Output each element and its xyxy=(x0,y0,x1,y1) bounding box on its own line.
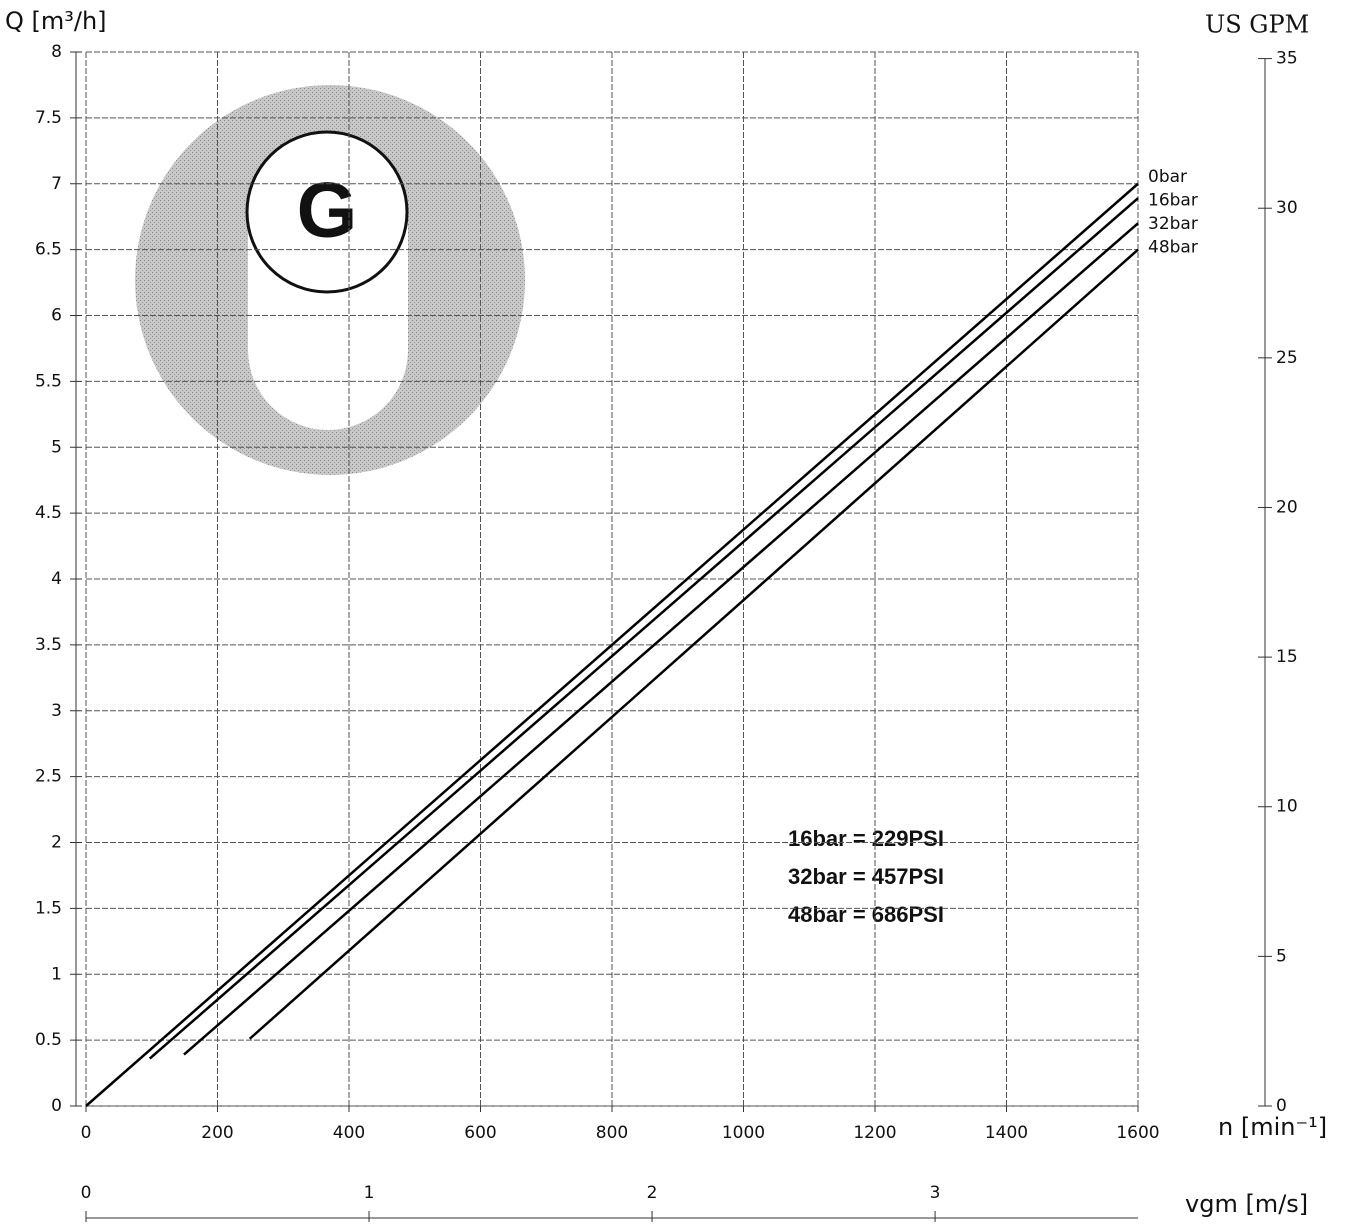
y2-tick-label: 30 xyxy=(1276,198,1298,218)
x-axis-title: n [min⁻¹] xyxy=(1218,1113,1327,1141)
x2-tick-label: 1 xyxy=(364,1183,375,1203)
logo-circle xyxy=(245,130,409,294)
y2-tick-label: 0 xyxy=(1276,1096,1287,1116)
x-tick-label: 1000 xyxy=(722,1123,765,1143)
y2-axis-title: US GPM xyxy=(1205,11,1309,39)
y-axis-title: Q [m³/h] xyxy=(5,7,107,35)
x2-tick-label: 3 xyxy=(930,1183,941,1203)
y2-tick-label: 15 xyxy=(1276,647,1298,667)
legend-label: 48bar xyxy=(1148,238,1198,258)
x-tick-label: 0 xyxy=(81,1123,92,1143)
series-line xyxy=(85,182,1139,1107)
x-tick-label: 400 xyxy=(333,1123,365,1143)
y-tick-label: 6 xyxy=(51,306,62,326)
y2-tick-label: 5 xyxy=(1276,946,1287,966)
x-tick-label: 1200 xyxy=(853,1123,896,1143)
y-tick-label: 4 xyxy=(51,569,62,589)
y-tick-label: 0 xyxy=(51,1096,62,1116)
y-tick-label: 3 xyxy=(51,701,62,721)
y-tick-label: 1 xyxy=(51,964,62,984)
x2-tick-label: 2 xyxy=(647,1183,658,1203)
y2-tick-label: 25 xyxy=(1276,348,1298,368)
x2-tick-label: 0 xyxy=(81,1183,92,1203)
annotation: 16bar = 229PSI xyxy=(788,826,944,851)
y2-tick-label: 20 xyxy=(1276,497,1298,517)
y-tick-label: 2.5 xyxy=(35,767,62,787)
y-tick-label: 5.5 xyxy=(35,371,62,391)
legend-label: 0bar xyxy=(1148,167,1187,187)
y-tick-label: 4.5 xyxy=(35,503,62,523)
x-tick-label: 1600 xyxy=(1116,1123,1159,1143)
y-tick-label: 5 xyxy=(51,437,62,457)
series-line xyxy=(148,197,1139,1060)
y-tick-label: 2 xyxy=(51,833,62,853)
annotation: 32bar = 457PSI xyxy=(788,864,944,889)
series-line xyxy=(183,222,1139,1056)
y-tick-label: 7.5 xyxy=(35,108,62,128)
legend-label: 32bar xyxy=(1148,214,1198,234)
x-tick-label: 1400 xyxy=(985,1123,1028,1143)
y-tick-label: 6.5 xyxy=(35,240,62,260)
logo: G xyxy=(135,85,525,475)
y-tick-label: 0.5 xyxy=(35,1030,62,1050)
logo-letter: G xyxy=(297,166,358,254)
series-line xyxy=(248,248,1139,1040)
y-tick-label: 7 xyxy=(51,174,62,194)
y-tick-label: 3.5 xyxy=(35,635,62,655)
x-tick-label: 200 xyxy=(201,1123,233,1143)
x-tick-label: 800 xyxy=(596,1123,628,1143)
y2-tick-label: 35 xyxy=(1276,49,1298,69)
legend-label: 16bar xyxy=(1148,191,1198,211)
y2-tick-label: 10 xyxy=(1276,797,1298,817)
annotation: 48bar = 686PSI xyxy=(788,902,944,927)
y-tick-label: 1.5 xyxy=(35,898,62,918)
x-tick-label: 600 xyxy=(464,1123,496,1143)
x2-axis-title: vgm [m/s] xyxy=(1185,1190,1308,1218)
y-tick-label: 8 xyxy=(51,42,62,62)
